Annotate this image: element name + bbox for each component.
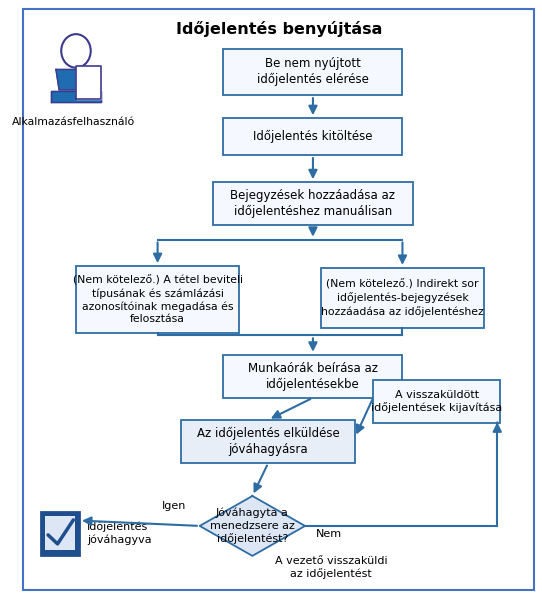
- FancyBboxPatch shape: [223, 49, 403, 95]
- Text: (Nem kötelező.) Indirekt sor
időjelentés-bejegyzések
hozzáadása az időjelentéshe: (Nem kötelező.) Indirekt sor időjelentés…: [321, 279, 484, 317]
- Polygon shape: [51, 91, 101, 102]
- Text: Igen: Igen: [162, 501, 186, 511]
- Text: Jóváhagyta a
menedzsere az
időjelentést?: Jóváhagyta a menedzsere az időjelentést?: [210, 507, 295, 544]
- Text: Bejegyzések hozzáadása az
időjelentéshez manuálisan: Bejegyzések hozzáadása az időjelentéshez…: [230, 189, 396, 218]
- FancyBboxPatch shape: [23, 9, 534, 590]
- FancyBboxPatch shape: [223, 355, 403, 398]
- Text: Be nem nyújtott
időjelentés elérése: Be nem nyújtott időjelentés elérése: [257, 58, 369, 86]
- Text: (Nem kötelező.) A tétel beviteli
típusának és számlázási
azonosítóinak megadása : (Nem kötelező.) A tétel beviteli típusán…: [73, 275, 243, 324]
- Text: Az időjelentés elküldése
jóváhagyásra: Az időjelentés elküldése jóváhagyásra: [197, 427, 339, 456]
- Polygon shape: [56, 69, 96, 90]
- Text: Alkalmazásfelhasználó: Alkalmazásfelhasználó: [12, 117, 135, 127]
- Polygon shape: [199, 496, 305, 556]
- Text: A vezető visszaküldi
az időjelentést: A vezető visszaküldi az időjelentést: [275, 556, 388, 579]
- FancyBboxPatch shape: [373, 380, 500, 423]
- Text: A visszaküldött
időjelentések kijavítása: A visszaküldött időjelentések kijavítása: [371, 389, 502, 413]
- FancyBboxPatch shape: [41, 512, 79, 555]
- FancyBboxPatch shape: [321, 268, 484, 328]
- Polygon shape: [76, 66, 101, 99]
- Text: Időjelentés
jóváhagyva: Időjelentés jóváhagyva: [87, 522, 152, 544]
- Circle shape: [61, 34, 91, 68]
- Text: Nem: Nem: [315, 529, 341, 539]
- FancyBboxPatch shape: [223, 118, 403, 155]
- FancyBboxPatch shape: [213, 182, 413, 225]
- Text: Időjelentés kitöltése: Időjelentés kitöltése: [253, 130, 373, 143]
- FancyBboxPatch shape: [76, 266, 239, 333]
- Text: Munkaórák beírása az
időjelentésekbe: Munkaórák beírása az időjelentésekbe: [248, 362, 378, 391]
- Text: Időjelentés benyújtása: Időjelentés benyújtása: [176, 21, 382, 37]
- FancyBboxPatch shape: [181, 420, 355, 463]
- FancyBboxPatch shape: [46, 516, 75, 550]
